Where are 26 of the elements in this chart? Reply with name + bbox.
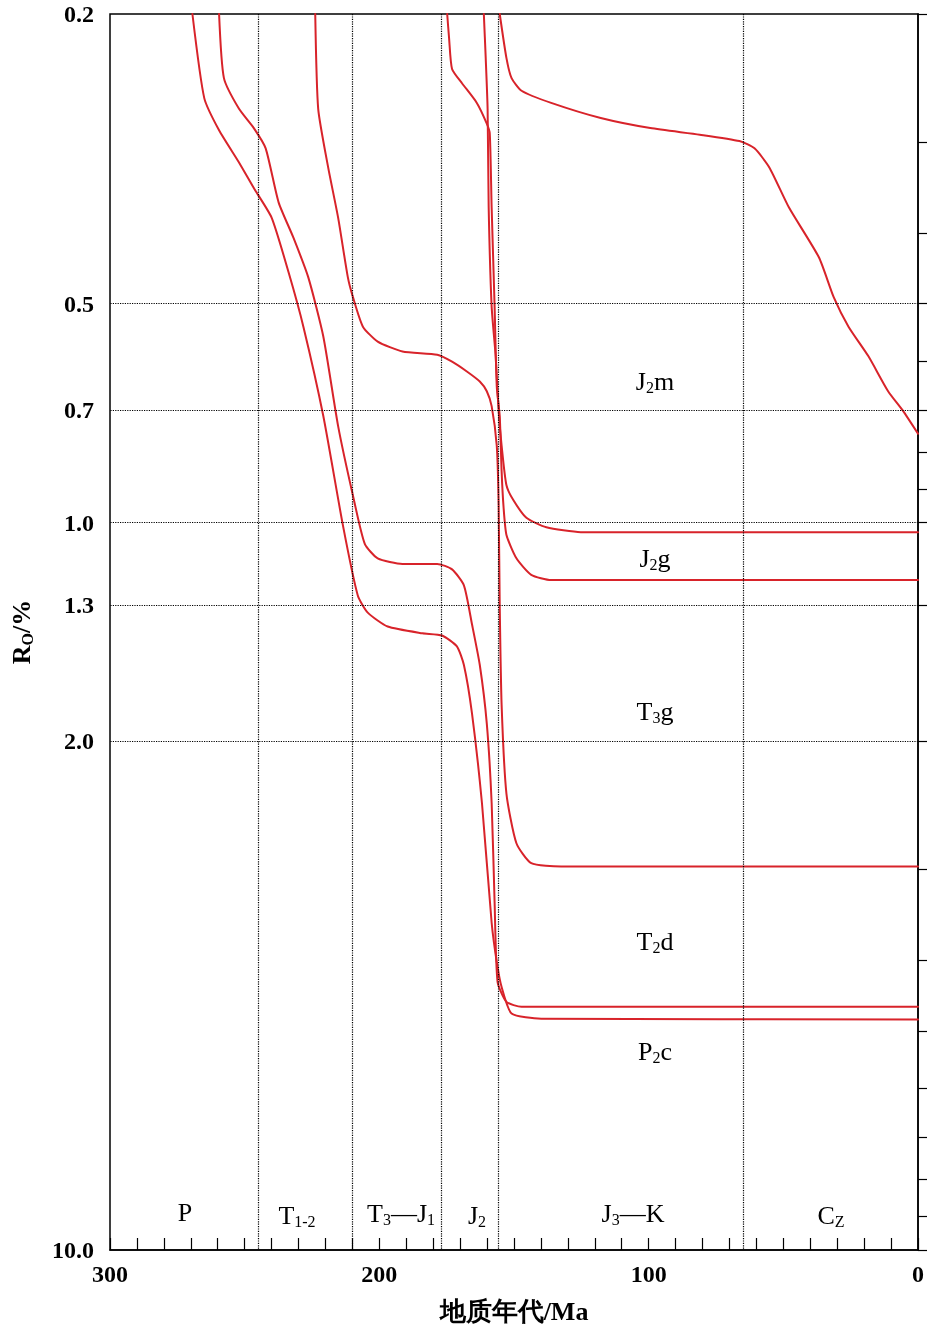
y-tick-label: 2.0 <box>64 728 94 755</box>
annotation: J2 <box>467 1200 487 1230</box>
annotation: T1-2 <box>278 1200 316 1230</box>
y-tick-label: 0.5 <box>64 290 94 317</box>
annotation: T3g <box>636 696 674 726</box>
line-series <box>498 13 919 435</box>
annotation: J2g <box>639 543 671 573</box>
annotation: J2m <box>635 366 675 396</box>
annotation: T3—J1 <box>367 1198 435 1228</box>
annotation: CZ <box>817 1200 845 1230</box>
y-tick-label: 1.0 <box>64 509 94 536</box>
annotation: P2c <box>638 1036 672 1066</box>
y-tick-label: 0.7 <box>64 396 94 423</box>
y-axis-title: RO/% <box>6 599 36 665</box>
x-tick-label: 100 <box>630 1261 667 1287</box>
y-tick-label: 0.2 <box>64 1 94 27</box>
line-series <box>314 13 919 868</box>
annotation: T2d <box>636 926 674 956</box>
annotation: P <box>177 1197 193 1227</box>
x-tick-label: 200 <box>361 1261 398 1287</box>
annotation: J3—K <box>601 1198 665 1228</box>
x-tick-label: 0 <box>912 1261 924 1287</box>
y-tick-label: 1.3 <box>64 592 94 619</box>
x-axis-title: 地质年代/Ma <box>438 1296 589 1326</box>
x-tick-label: 300 <box>92 1261 128 1287</box>
y-tick-label: 10.0 <box>52 1237 94 1263</box>
